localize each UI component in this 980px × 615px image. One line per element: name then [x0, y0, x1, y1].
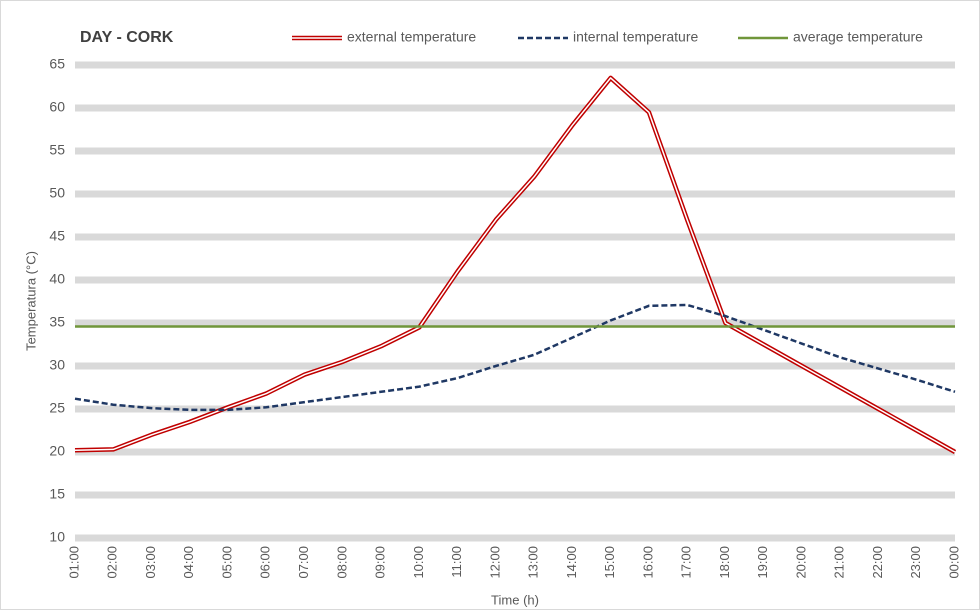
x-tick-label: 00:00	[946, 546, 961, 579]
x-tick-label: 18:00	[717, 546, 732, 579]
y-tick-label: 55	[49, 142, 65, 158]
x-tick-label: 19:00	[755, 546, 770, 579]
x-tick-label: 08:00	[334, 546, 349, 579]
x-tick-label: 11:00	[449, 546, 464, 578]
x-tick-label: 16:00	[640, 546, 655, 579]
y-tick-label: 15	[49, 486, 65, 502]
x-tick-label: 09:00	[373, 546, 388, 579]
x-tick-label: 04:00	[181, 546, 196, 579]
y-tick-label: 30	[49, 357, 65, 373]
x-tick-label: 20:00	[793, 546, 808, 579]
chart-title: DAY - CORK	[80, 29, 174, 46]
y-tick-label: 10	[49, 529, 65, 545]
x-tick-label: 10:00	[411, 546, 426, 579]
x-tick-label: 23:00	[908, 546, 923, 579]
y-tick-label: 45	[49, 228, 65, 244]
y-tick-label: 35	[49, 314, 65, 330]
legend-label: internal temperature	[573, 29, 699, 45]
x-tick-label: 15:00	[602, 546, 617, 579]
x-tick-label: 12:00	[487, 546, 502, 579]
x-tick-label: 02:00	[105, 546, 120, 579]
y-tick-label: 25	[49, 400, 65, 416]
y-tick-label: 65	[49, 56, 65, 72]
y-tick-label: 60	[49, 99, 65, 115]
x-tick-label: 07:00	[296, 546, 311, 579]
y-axis-label: Temperatura (°C)	[23, 251, 38, 351]
legend-label: external temperature	[347, 29, 476, 45]
y-tick-label: 40	[49, 271, 65, 287]
line	[74, 303, 956, 412]
x-tick-label: 14:00	[564, 546, 579, 579]
y-tick-label: 20	[49, 443, 65, 459]
x-tick-label: 06:00	[258, 546, 273, 579]
x-tick-label: 17:00	[679, 546, 694, 579]
y-tick-label: 50	[49, 185, 65, 201]
x-tick-label: 21:00	[832, 546, 847, 579]
x-tick-label: 22:00	[870, 546, 885, 579]
x-tick-label: 05:00	[219, 546, 234, 579]
x-tick-label: 01:00	[66, 546, 81, 579]
x-axis-label: Time (h)	[491, 592, 539, 607]
legend-label: average temperature	[793, 29, 923, 45]
x-tick-label: 03:00	[143, 546, 158, 579]
x-tick-label: 13:00	[526, 546, 541, 579]
